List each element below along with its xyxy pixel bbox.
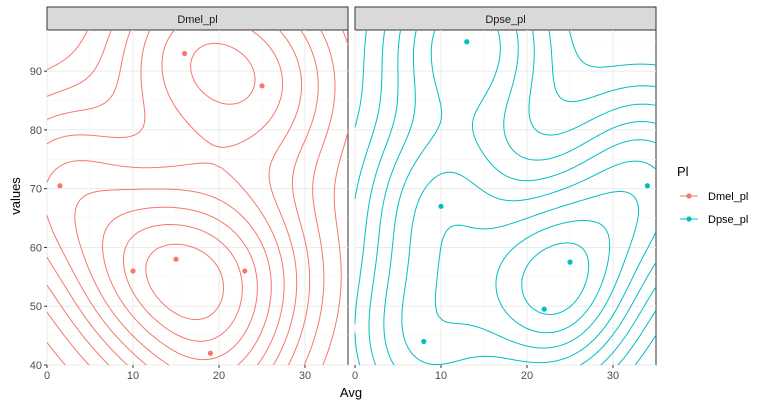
density-contour — [74, 42, 272, 366]
legend-key-dmel — [680, 193, 698, 199]
density-contour — [46, 29, 303, 366]
density-contour — [46, 29, 285, 366]
density-contour — [46, 29, 336, 366]
density-contour — [122, 224, 243, 342]
data-point — [207, 350, 213, 356]
data-point — [242, 268, 248, 274]
data-point — [182, 50, 188, 57]
data-point — [421, 338, 427, 345]
density-contour — [354, 29, 657, 366]
data-point — [438, 203, 444, 209]
legend-label-dpse: Dpse_pl — [708, 214, 748, 226]
data-point — [130, 268, 136, 274]
y-tick-label: 40 — [30, 360, 42, 372]
density-contour — [46, 29, 349, 366]
density-contour — [46, 29, 319, 366]
y-axis-title: values — [8, 177, 23, 215]
data-point — [259, 83, 265, 89]
legend-label-dmel: Dmel_pl — [708, 191, 748, 203]
data-point — [464, 39, 470, 45]
x-tick-label: 0 — [44, 370, 50, 382]
legend-key-dpse-point — [686, 216, 692, 222]
y-tick-label: 70 — [30, 184, 42, 196]
x-tick-label: 0 — [352, 370, 358, 382]
legend: Pl Dmel_pl Dpse_pl — [677, 164, 748, 226]
data-point — [173, 256, 179, 262]
contours-Dmel_pl — [46, 29, 349, 366]
panel-background-Dpse_pl — [354, 29, 657, 366]
density-contour — [368, 29, 657, 366]
x-tick-label: 30 — [607, 370, 619, 382]
density-contour — [495, 219, 611, 334]
x-tick-label: 10 — [435, 370, 447, 382]
density-contour — [434, 190, 640, 349]
density-contour — [383, 29, 657, 366]
density-contour — [354, 29, 657, 366]
data-point — [567, 259, 573, 265]
legend-key-dpse — [680, 216, 698, 222]
x-tick-label: 30 — [299, 370, 311, 382]
x-tick-label: 10 — [127, 370, 139, 382]
legend-title: Pl — [677, 164, 689, 179]
panel-Dmel_pl: Dmel_pl 0 10 20 30 40 50 60 70 80 90 — [30, 6, 349, 382]
facet-strip-label-Dmel_pl: Dmel_pl — [177, 14, 217, 26]
y-tick-label: 90 — [30, 66, 42, 78]
panels: Dmel_pl 0 10 20 30 40 50 60 70 80 90 Dpse_pl 0 10 20 30 — [30, 6, 657, 382]
data-point — [644, 183, 651, 189]
y-tick-label: 50 — [30, 301, 42, 313]
data-point — [541, 306, 547, 312]
panel-Dpse_pl: Dpse_pl 0 10 20 30 — [352, 6, 657, 382]
legend-key-dmel-point — [686, 193, 692, 199]
y-tick-label: 80 — [30, 125, 42, 137]
density-contour — [401, 160, 657, 366]
density-contour — [102, 206, 258, 361]
y-tick-label: 60 — [30, 242, 42, 254]
density-contour — [354, 29, 657, 366]
x-tick-label: 20 — [521, 370, 533, 382]
panel-background-Dmel_pl — [46, 29, 349, 366]
facet-strip-label-Dpse_pl: Dpse_pl — [485, 14, 525, 26]
data-point — [57, 183, 63, 189]
density-contour — [145, 243, 225, 321]
x-tick-label: 20 — [213, 370, 225, 382]
density-contour — [521, 242, 590, 315]
contours-Dpse_pl — [354, 29, 657, 366]
x-axis-title: Avg — [340, 385, 362, 400]
